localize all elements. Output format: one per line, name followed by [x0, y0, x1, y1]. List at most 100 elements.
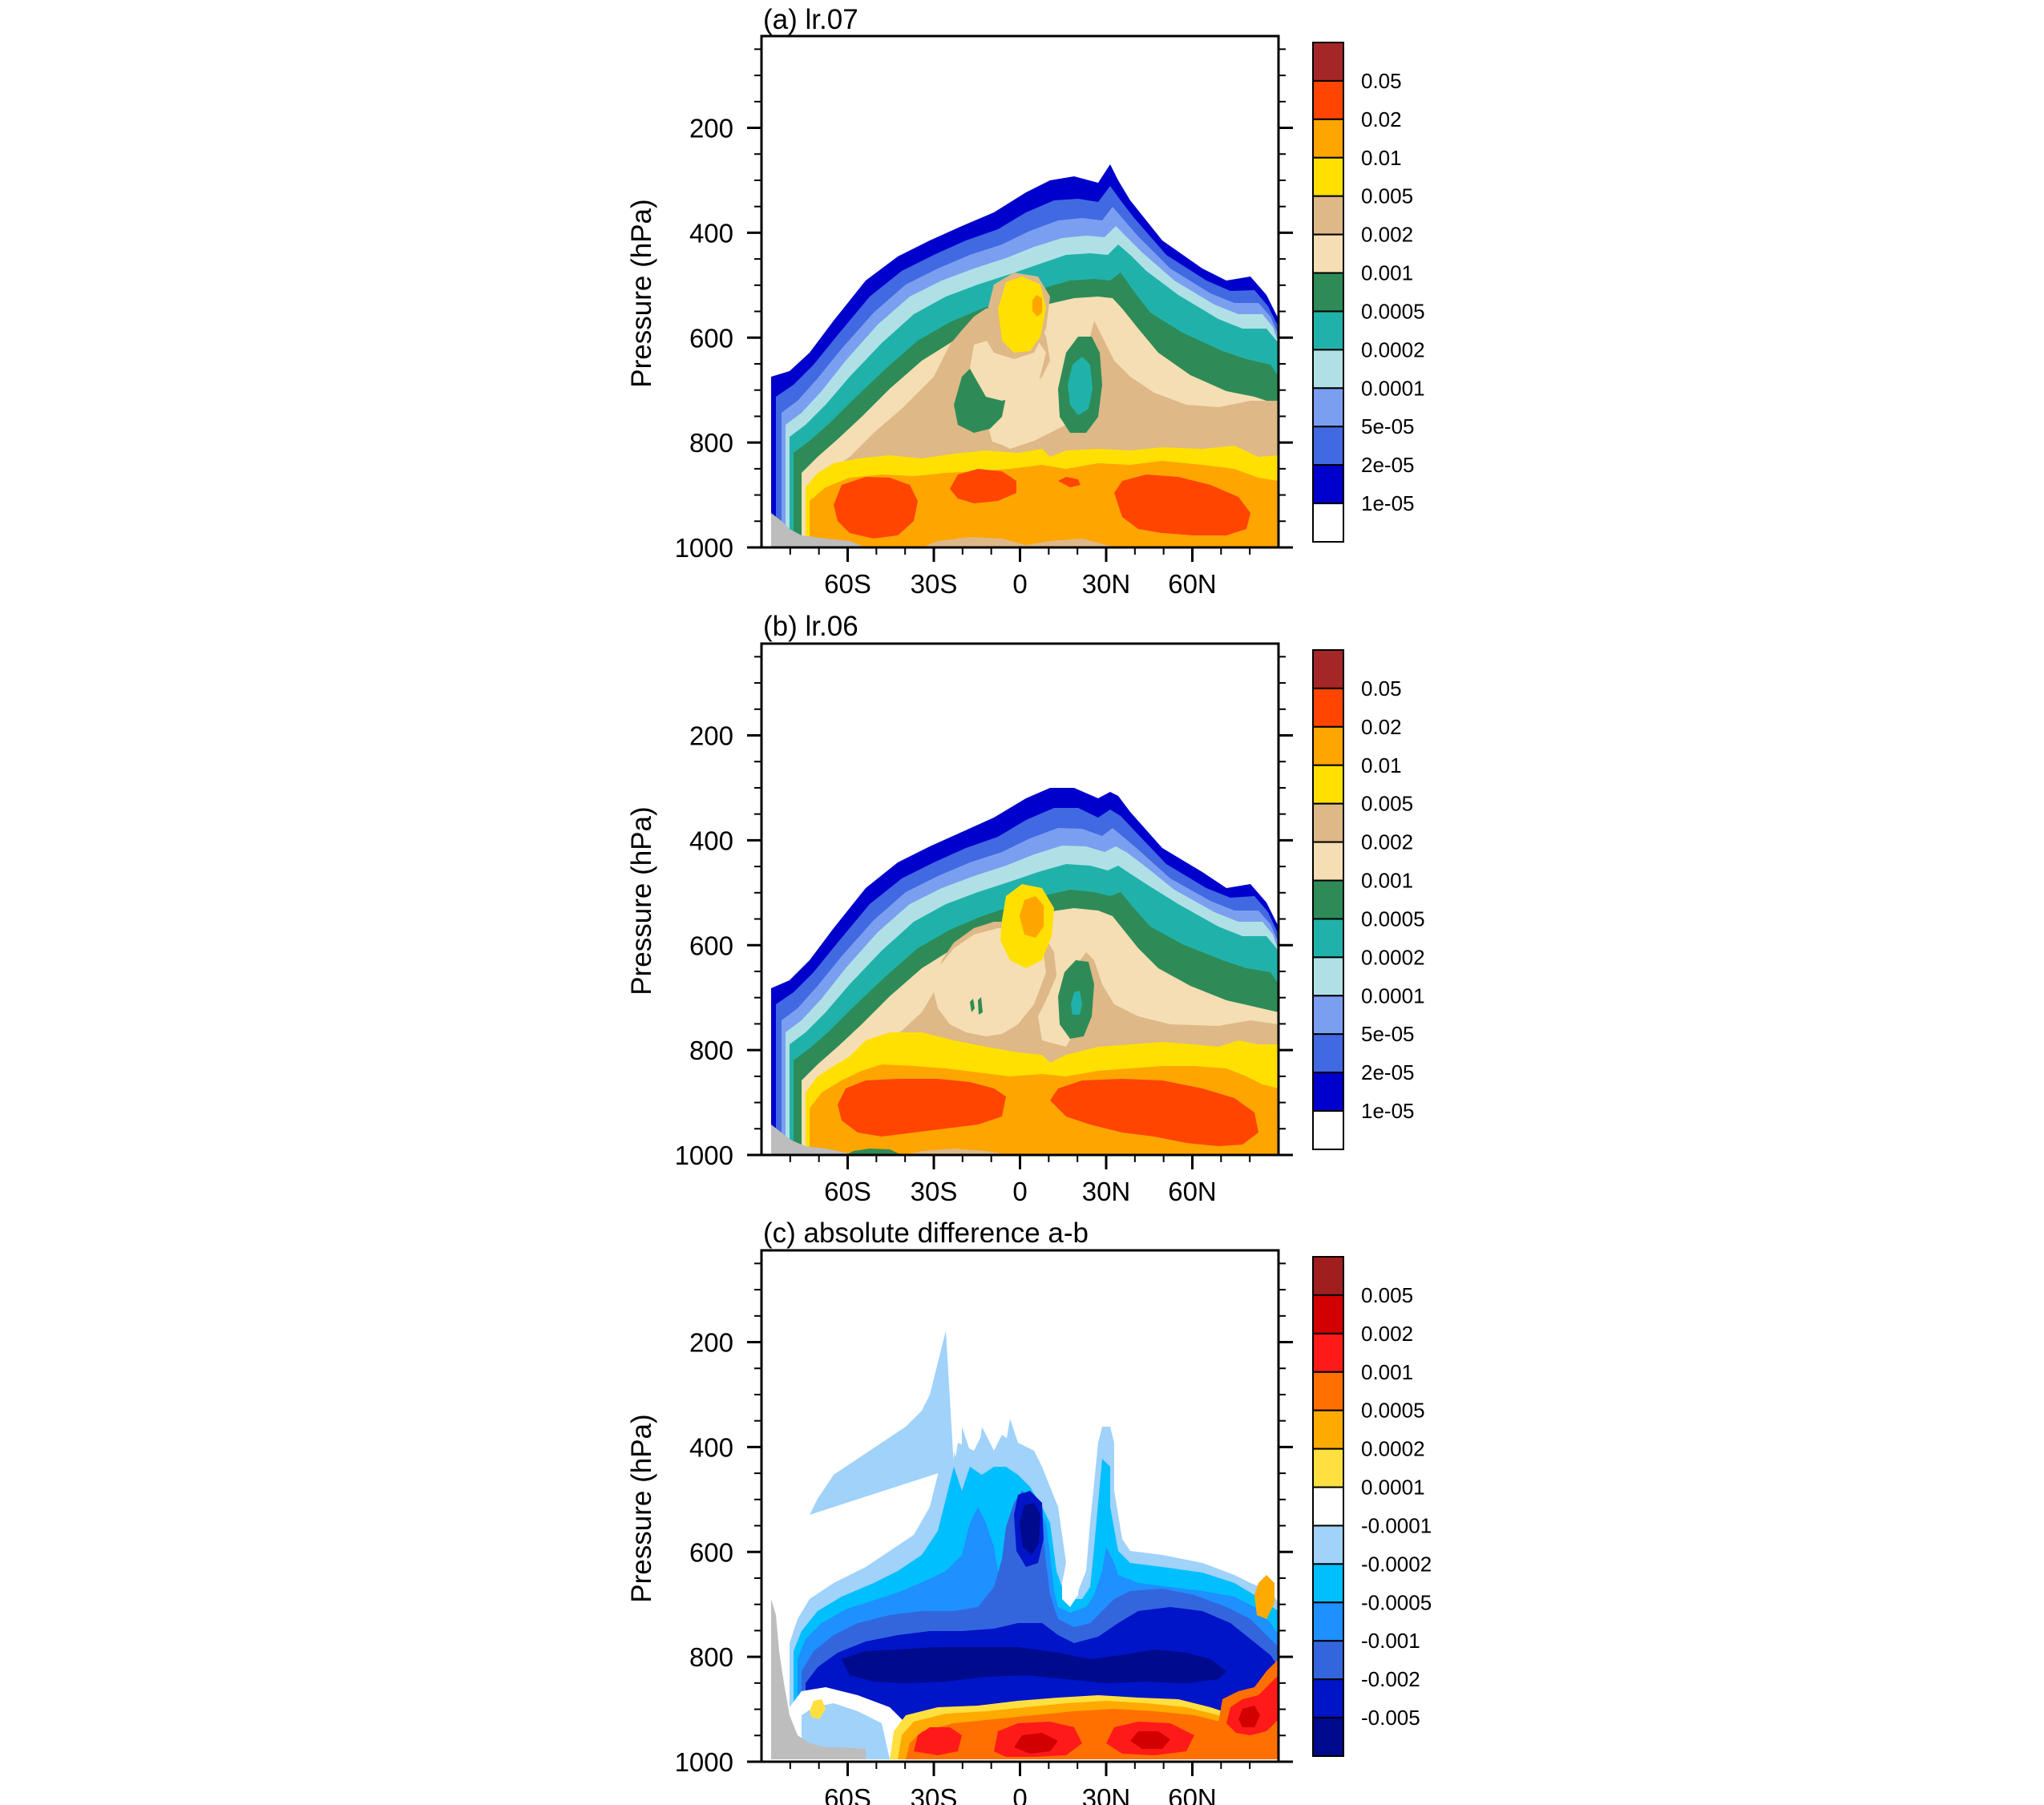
- panel-a-contour-bands: [771, 164, 1279, 547]
- colorbar-label: -0.001: [1361, 1629, 1420, 1653]
- colorbar-label: 0.0001: [1361, 983, 1425, 1007]
- colorbar-label: 2e-05: [1361, 1060, 1415, 1084]
- colorbar-swatch: [1312, 1332, 1344, 1373]
- colorbar-swatch: [1312, 1601, 1344, 1642]
- colorbar-swatch: [1312, 426, 1344, 466]
- panel-b-contour-bands: [771, 788, 1279, 1155]
- colorbar-label: 2e-05: [1361, 453, 1415, 477]
- panel-a-axes: 200 400 600 800 1000 60S 30S 0 30N 60N: [675, 48, 1293, 599]
- panel-a-title: (a) lr.07: [763, 4, 858, 35]
- colorbar-label: 0.0005: [1361, 907, 1425, 931]
- band-005-yellow-island: [998, 277, 1046, 353]
- panel-c-title: (c) absolute difference a-b: [763, 1217, 1089, 1249]
- y-tick-label: 200: [689, 1328, 733, 1358]
- band-p-yellow-right: [1254, 1575, 1274, 1619]
- colorbar-label: 0.0002: [1361, 945, 1425, 969]
- colorbar-label: 0.005: [1361, 184, 1413, 208]
- colorbar-swatch: [1312, 995, 1344, 1036]
- band-005-red-2: [950, 469, 1016, 503]
- colorbar-label: 0.0002: [1361, 337, 1425, 361]
- x-tick-label: 60S: [824, 1783, 871, 1805]
- colorbar-swatch: [1312, 802, 1344, 843]
- panel-a-colorbar: 0.05 0.02 0.01 0.005 0.002 0.001 0.0005 0.0002 0…: [1312, 42, 1425, 543]
- colorbar-label: 0.002: [1361, 830, 1413, 854]
- colorbar-swatch: [1312, 1371, 1344, 1411]
- colorbar-label: 0.002: [1361, 1322, 1413, 1346]
- band-0002-island-2: [1068, 357, 1093, 415]
- panel-c-axes: 200 400 600 800 1000 60S 30S 0 30N 60N: [675, 1262, 1293, 1805]
- panel-b-ylabel: Pressure (hPa): [626, 806, 657, 995]
- band-p002-3: [1130, 1731, 1170, 1749]
- panel-a-ylabel: Pressure (hPa): [626, 199, 657, 387]
- colorbar-label: 0.02: [1361, 715, 1402, 739]
- band-0002-island-2: [1071, 991, 1082, 1015]
- colorbar-label: 0.0005: [1361, 1399, 1425, 1423]
- colorbar-label: 0.05: [1361, 676, 1402, 701]
- colorbar-label: 0.002: [1361, 223, 1413, 247]
- band-002-lower-tan: [906, 1149, 1010, 1155]
- band-005-red-4: [1114, 474, 1250, 535]
- colorbar-swatch: [1312, 1294, 1344, 1335]
- y-tick-label: 400: [689, 826, 733, 855]
- colorbar-label: 0.005: [1361, 792, 1413, 816]
- colorbar-swatch: [1312, 464, 1344, 505]
- colorbar-swatch: [1312, 1110, 1344, 1150]
- colorbar-label: -0.0005: [1361, 1590, 1432, 1614]
- y-tick-label: 1000: [675, 533, 733, 563]
- panel-a: (a) lr.07 Pressure (hPa): [626, 4, 1425, 599]
- colorbar-swatch: [1312, 42, 1344, 82]
- colorbar-label: 1e-05: [1361, 1099, 1415, 1123]
- colorbar-swatch: [1312, 195, 1344, 236]
- band-m0001: [810, 1331, 958, 1515]
- colorbar-swatch: [1312, 1563, 1344, 1604]
- colorbar-swatch: [1312, 1678, 1344, 1719]
- panel-c-colorbar: 0.005 0.002 0.001 0.0005 0.0002 0.0001 -0.0001…: [1312, 1256, 1432, 1757]
- colorbar-swatch: [1312, 1486, 1344, 1527]
- x-tick-label: 30N: [1082, 1177, 1131, 1206]
- colorbar-swatch: [1312, 1409, 1344, 1450]
- band-m0005-top-darkest: [1020, 1503, 1040, 1555]
- colorbar-label: 0.01: [1361, 146, 1402, 170]
- x-tick-label: 30S: [911, 1177, 958, 1206]
- colorbar-swatch: [1312, 503, 1344, 543]
- colorbar-label: 5e-05: [1361, 1022, 1415, 1046]
- colorbar-swatch: [1312, 687, 1344, 728]
- colorbar-label: 0.0001: [1361, 1476, 1425, 1500]
- x-tick-label: 60N: [1168, 569, 1217, 599]
- colorbar-swatch: [1312, 1072, 1344, 1112]
- band-005-red-1: [838, 1079, 1006, 1137]
- colorbar-swatch: [1312, 1033, 1344, 1074]
- colorbar-label: -0.0002: [1361, 1552, 1432, 1576]
- panel-b-colorbar: 0.05 0.02 0.01 0.005 0.002 0.001 0.0005 0.0002 0…: [1312, 649, 1425, 1150]
- colorbar-swatch: [1312, 272, 1344, 313]
- band-p-yellow-left: [810, 1699, 826, 1719]
- colorbar-swatch: [1312, 1448, 1344, 1488]
- colorbar-label: 0.001: [1361, 1360, 1413, 1384]
- colorbar-label: 0.001: [1361, 261, 1413, 285]
- y-tick-label: 600: [689, 1537, 733, 1567]
- band-green-lower: [846, 1149, 902, 1155]
- band-p002-2: [1014, 1733, 1058, 1754]
- panel-b-terrain: [771, 1125, 850, 1155]
- band-005-red-3: [1058, 477, 1081, 487]
- y-tick-label: 800: [689, 428, 733, 458]
- band-p001-1: [914, 1727, 962, 1755]
- panel-b-plot: 200 400 600 800 1000 60S 30S 0 30N 60N: [675, 642, 1293, 1206]
- colorbar-label: 0.005: [1361, 1283, 1413, 1307]
- band-002-orange-island: [1032, 295, 1042, 317]
- colorbar-swatch: [1312, 79, 1344, 120]
- colorbar-swatch: [1312, 1256, 1344, 1296]
- colorbar-label: -0.002: [1361, 1667, 1420, 1691]
- x-tick-label: 30N: [1082, 569, 1131, 599]
- colorbar-label: 0.0002: [1361, 1437, 1425, 1461]
- y-tick-label: 200: [689, 721, 733, 751]
- colorbar-label: 5e-05: [1361, 414, 1415, 438]
- x-tick-label: 60N: [1168, 1177, 1217, 1206]
- colorbar-label: 0.0001: [1361, 376, 1425, 400]
- panel-c-ylabel: Pressure (hPa): [626, 1414, 657, 1602]
- colorbar-label: 0.05: [1361, 69, 1402, 93]
- x-tick-label: 30N: [1082, 1783, 1131, 1805]
- colorbar-swatch: [1312, 918, 1344, 959]
- colorbar-label: 0.01: [1361, 753, 1402, 777]
